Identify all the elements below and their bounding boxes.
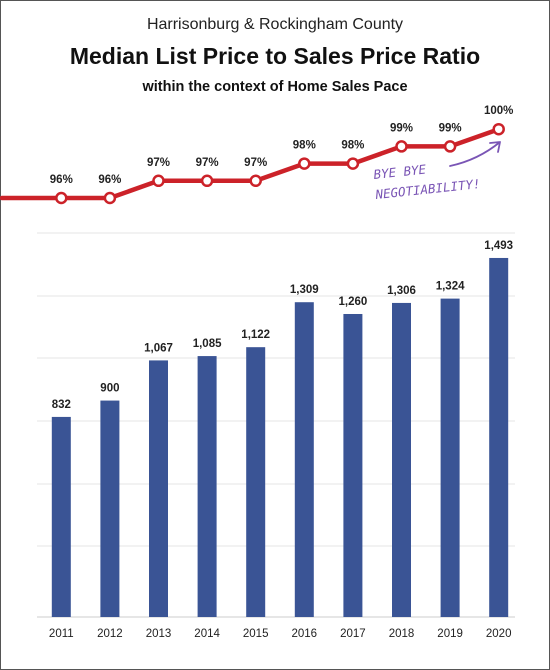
ratio-value-label: 96% [98,174,121,186]
ratio-point [249,174,262,188]
x-tick-label: 2014 [194,628,220,640]
ratio-value-label: 100% [484,105,513,117]
bar-value-label: 832 [52,399,71,411]
ratio-value-label: 98% [293,140,316,152]
bar [100,400,120,617]
x-tick-label: 2013 [146,628,172,640]
bar-value-labels: 832 900 1,067 1,085 1,122 1,309 1,260 1,306 1,32… [52,240,513,411]
ratio-point [103,191,117,205]
x-tick-label: 2020 [486,628,512,640]
x-tick-label: 2016 [292,628,318,640]
ratio-point [298,157,311,170]
bar [246,347,266,617]
bar [197,356,217,617]
bar [51,416,71,617]
ratio-value-label: 97% [244,157,267,169]
ratio-point [395,140,408,153]
x-tick-label: 2019 [437,628,463,640]
annotation-line-1: BYE BYE [373,162,427,182]
chart-subtitle: within the context of Home Sales Pace [142,79,408,95]
ratio-value-label: 99% [390,122,413,134]
bar-value-label: 1,309 [290,284,319,296]
ratio-point [200,174,214,188]
bar-value-label: 1,122 [241,329,270,341]
x-axis-tick-labels: 2011 2012 2013 2014 2015 2016 2017 2018 2019 2020 [49,628,512,640]
ratio-point [443,140,457,153]
bar-value-label: 900 [100,383,119,395]
x-tick-label: 2017 [340,628,366,640]
chart-supertitle: Harrisonburg & Rockingham County [146,16,404,33]
ratio-value-label: 96% [50,174,73,186]
bar-value-label: 1,306 [387,285,416,297]
bar-value-label: 1,493 [484,240,513,252]
bar [343,313,363,617]
bar-value-label: 1,324 [436,281,465,293]
bar [294,302,314,617]
bar [392,302,411,617]
ratio-value-labels: 96% 96% 97% 97% 97% 98% 98% 99% 99% 100% [50,105,514,186]
ratio-value-label: 98% [341,140,364,152]
bar [149,360,168,617]
ratio-point [55,191,68,205]
ratio-value-label: 99% [439,122,462,134]
x-tick-label: 2011 [49,628,74,640]
bar [489,257,509,617]
ratio-point [492,122,505,136]
ratio-value-label: 97% [196,157,219,169]
bar-value-label: 1,067 [144,342,173,354]
bar-value-label: 1,085 [193,338,222,350]
chart-title: Median List Price to Sales Price Ratio [69,43,481,69]
bar-value-label: 1,260 [339,296,368,308]
x-tick-label: 2018 [389,628,415,640]
bar-series [51,257,509,617]
bar [440,298,460,617]
ratio-point [346,157,360,170]
ratio-value-label: 97% [147,157,170,169]
x-tick-label: 2012 [97,628,123,640]
ratio-point [152,174,165,188]
annotation-arrow-icon [449,141,501,167]
ratio-line-series [0,122,505,205]
x-tick-label: 2015 [243,628,269,640]
